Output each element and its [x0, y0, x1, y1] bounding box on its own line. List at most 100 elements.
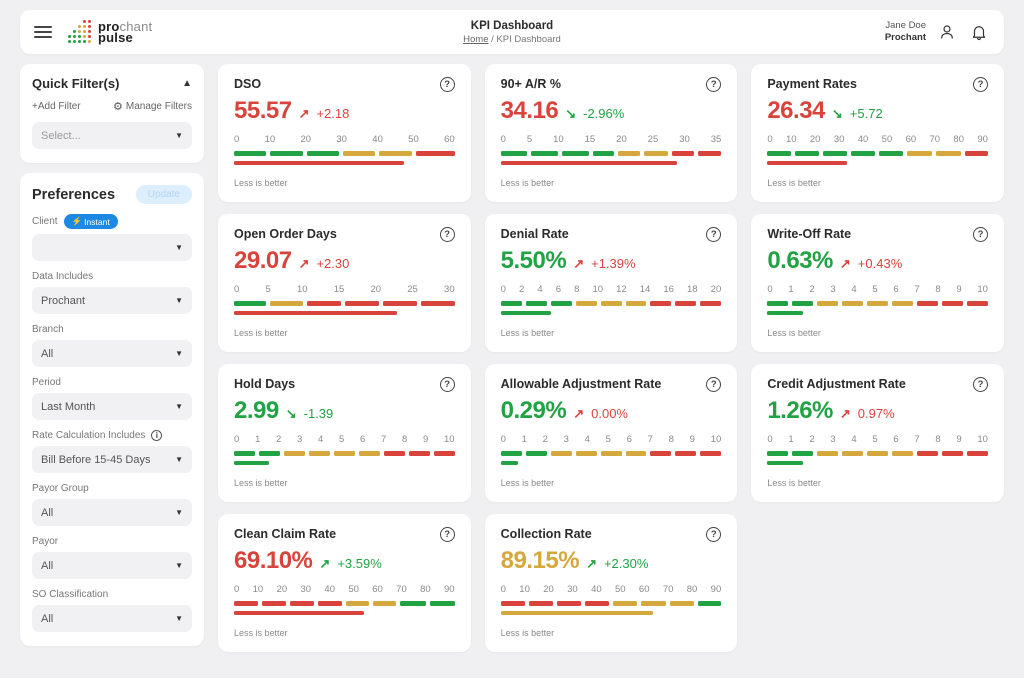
select-payor[interactable]: All ▼ — [32, 552, 192, 579]
axis-tick-label: 70 — [396, 584, 407, 595]
help-icon[interactable]: ? — [973, 377, 988, 392]
segment-green — [429, 601, 455, 606]
select-payor-group[interactable]: All ▼ — [32, 499, 192, 526]
segment-green — [400, 601, 426, 606]
segment-green — [525, 301, 547, 306]
app-header: prochant pulse KPI Dashboard Home / KPI … — [20, 10, 1004, 54]
trend-up-arrow-icon: ↗ — [298, 256, 310, 271]
segment-green — [850, 151, 875, 156]
lightning-icon: ⚡ — [71, 216, 83, 226]
quick-filter-select[interactable]: Select... ▼ — [32, 122, 192, 149]
help-icon[interactable]: ? — [706, 527, 722, 542]
value-bar — [767, 311, 803, 315]
gear-icon: ⚙ — [112, 101, 123, 113]
segment-red — [917, 301, 939, 306]
collapse-chevron-up-icon[interactable]: ▲ — [182, 77, 192, 89]
axis-tick-label: 0 — [500, 134, 506, 145]
kpi-value-hold-days: 2.99 — [234, 397, 279, 424]
help-icon[interactable]: ? — [706, 227, 722, 242]
kpi-card-denial-rate: Denial Rate? 5.50% ↗ +1.39% 0 2 4 6 8 10 12 14 16 18 2… — [484, 214, 738, 352]
segment-green — [767, 451, 789, 456]
segment-gold — [343, 151, 376, 156]
help-icon[interactable]: ? — [973, 227, 988, 242]
axis-tick-label: 4 — [537, 284, 543, 295]
segment-green — [878, 151, 903, 156]
axis-tick-label: 9 — [956, 284, 962, 295]
kpi-delta-open-order-days: +2.30 — [316, 256, 350, 271]
segment-red — [306, 301, 341, 306]
segment-gold — [283, 451, 305, 456]
help-icon[interactable]: ? — [439, 527, 455, 542]
segment-green — [592, 151, 615, 156]
segment-red — [528, 601, 553, 606]
pref-field-period: Period Last Month ▼ — [32, 377, 192, 420]
axis-tick-label: 3 — [297, 434, 303, 445]
segment-red — [967, 301, 989, 306]
axis-tick-label: 8 — [935, 434, 941, 445]
axis-tick-label: 40 — [591, 584, 602, 595]
hamburger-menu-icon[interactable] — [34, 26, 52, 38]
threshold-segments — [234, 451, 455, 456]
axis-tick-label: 20 — [543, 584, 554, 595]
select-branch[interactable]: All ▼ — [32, 340, 192, 367]
kpi-title-dso: DSO — [234, 77, 262, 91]
select-data-includes[interactable]: Prochant ▼ — [32, 287, 192, 314]
segment-red — [433, 451, 455, 456]
kpi-value-denial-rate: 5.50% — [500, 247, 567, 274]
segment-gold — [600, 451, 622, 456]
axis-tick-label: 8 — [402, 434, 408, 445]
axis-tick-label: 80 — [686, 584, 698, 595]
axis-tick-label: 30 — [567, 584, 578, 595]
help-icon[interactable]: ? — [706, 77, 722, 92]
select-rate-calculation-includes[interactable]: Bill Before 15-45 Days ▼ — [32, 446, 192, 473]
segment-gold — [600, 301, 622, 306]
manage-filters-link[interactable]: ⚙ Manage Filters — [112, 101, 192, 113]
kpi-delta-dso: +2.18 — [316, 106, 350, 121]
segment-green — [270, 151, 303, 156]
pref-label-client: Client — [32, 216, 58, 227]
value-bar — [767, 161, 847, 165]
axis-tick-label: 10 — [785, 134, 797, 145]
chevron-down-icon: ▼ — [175, 561, 183, 570]
footnote-less-is-better: Less is better — [500, 628, 555, 638]
axis-tick-label: 2 — [519, 284, 525, 295]
select-so-classification[interactable]: All ▼ — [32, 605, 192, 632]
help-icon[interactable]: ? — [439, 377, 455, 392]
segment-red — [698, 151, 722, 156]
add-filter-link[interactable]: +Add Filter — [32, 101, 81, 112]
segment-green — [500, 451, 522, 456]
segment-green — [531, 151, 559, 156]
axis-tick-label: 30 — [300, 584, 312, 595]
axis-tick-label: 20 — [710, 284, 722, 295]
axis-tick-label: 60 — [444, 134, 455, 145]
segment-gold — [379, 151, 412, 156]
user-profile-icon[interactable] — [936, 21, 958, 43]
axis-tick-label: 8 — [668, 434, 674, 445]
breadcrumb-home-link[interactable]: Home — [463, 33, 489, 45]
kpi-delta-credit-adjustment-rate: 0.97% — [857, 406, 895, 421]
kpi-value-credit-adjustment-rate: 1.26% — [767, 397, 833, 424]
info-icon[interactable]: i — [151, 430, 163, 441]
segment-red — [500, 601, 525, 606]
kpi-title-clean-claim-rate: Clean Claim Rate — [234, 527, 337, 541]
axis-tick-label: 5 — [265, 284, 271, 295]
help-icon[interactable]: ? — [439, 77, 455, 92]
trend-up-arrow-icon: ↗ — [319, 556, 331, 571]
segment-gold — [625, 451, 647, 456]
help-icon[interactable]: ? — [973, 77, 988, 92]
value-bar-track — [500, 311, 722, 315]
value-bar — [767, 461, 803, 465]
help-icon[interactable]: ? — [706, 377, 722, 392]
user-info: Jane Doe Prochant — [885, 20, 926, 44]
select-period[interactable]: Last Month ▼ — [32, 393, 192, 420]
segment-green — [306, 151, 340, 156]
select-client[interactable]: ▼ — [32, 234, 192, 261]
segment-green — [234, 451, 255, 456]
segment-gold — [575, 451, 597, 456]
update-button[interactable]: Update — [135, 185, 192, 204]
notifications-bell-icon[interactable] — [968, 21, 990, 43]
kpi-value-clean-claim-rate: 69.10% — [234, 547, 313, 574]
segment-red — [556, 601, 581, 606]
threshold-segments — [234, 601, 455, 606]
help-icon[interactable]: ? — [439, 227, 455, 242]
